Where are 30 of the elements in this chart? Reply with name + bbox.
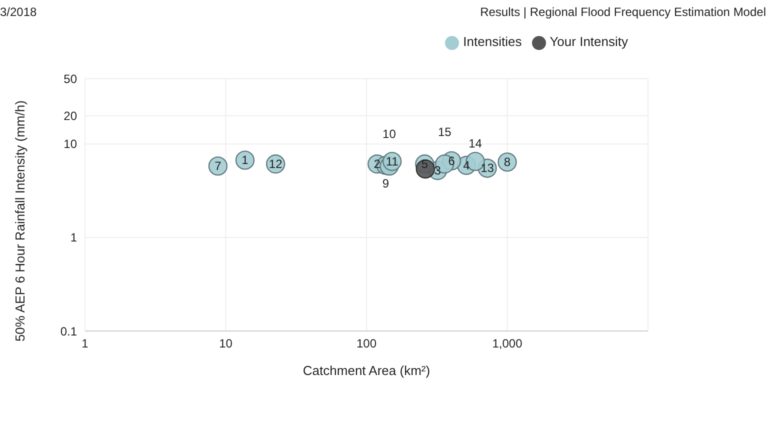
annotation: 1 [242, 153, 249, 168]
x-tick-label: 100 [356, 336, 377, 351]
annotation: 13 [480, 161, 494, 176]
legend-label: Your Intensity [550, 34, 628, 49]
annotation: 15 [438, 125, 452, 140]
x-axis-title: Catchment Area (km²) [302, 363, 430, 378]
annotation: 4 [463, 158, 470, 172]
chart-title: Results | Regional Flood Frequency Estimation Model [480, 5, 766, 19]
y-axis-title: 50% AEP 6 Hour Rainfall Intensity (mm/h) [12, 100, 28, 342]
y-tick-label: 20 [64, 109, 78, 124]
x-tick-label: 1 [82, 336, 89, 351]
annotation: 8 [504, 155, 511, 170]
y-tick-label: 50 [64, 72, 78, 86]
x-tick-label: 10 [219, 336, 233, 351]
legend-label: Intensities [463, 34, 522, 49]
annotation: 12 [268, 157, 283, 172]
annotation: 6 [448, 154, 456, 168]
y-tick-label: 10 [64, 137, 78, 152]
x-tick-label: 1,000 [492, 336, 523, 351]
text: 3/2018 [0, 5, 37, 19]
annotation: 9 [382, 176, 390, 190]
annotation: 7 [214, 159, 222, 174]
annotation: 5 [421, 157, 428, 172]
y-tick-label: 0.1 [60, 324, 78, 338]
annotation: 3 [434, 164, 442, 178]
annotation: 10 [382, 127, 396, 142]
annotation: 2 [374, 157, 381, 172]
annotation: 14 [468, 136, 482, 150]
annotation: 11 [386, 154, 399, 168]
y-tick-label: 1 [70, 230, 78, 245]
